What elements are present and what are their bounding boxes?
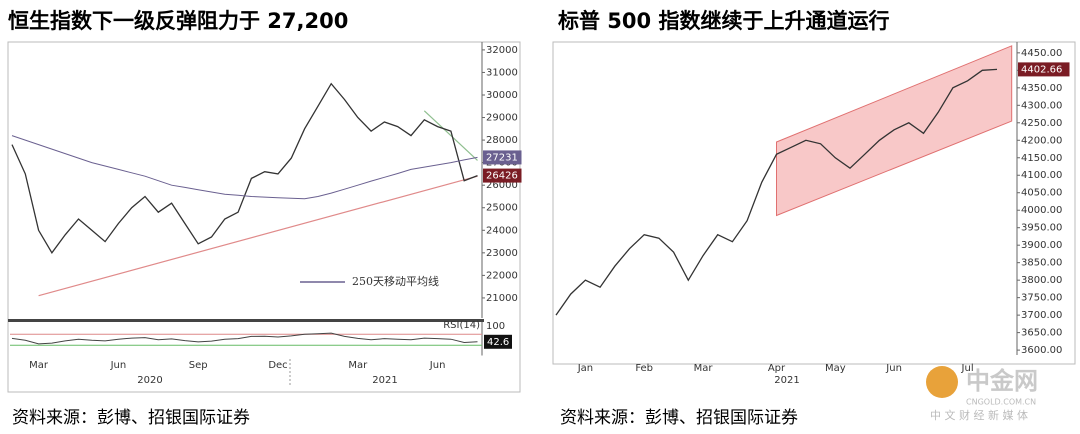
y-tick-label: 4300.00 (1021, 100, 1062, 111)
watermark: 中金网 (966, 367, 1038, 395)
y-tick-label: 22000 (486, 270, 518, 281)
source: 资料来源：彭博、招银国际证券 (560, 408, 798, 428)
y-tick-label: 3750.00 (1021, 293, 1062, 304)
chart-title: 标普 500 指数继续于上升通道运行 (558, 9, 889, 33)
x-tick-label: Apr (768, 363, 786, 374)
x-tick-label: May (825, 363, 846, 374)
y-tick-label: 29000 (486, 113, 518, 124)
y-tick-label: 25000 (486, 203, 518, 214)
y-tick-label: 3900.00 (1021, 240, 1062, 251)
watermark: 中 文 财 经 新 媒 体 (930, 408, 1028, 422)
y-tick-label: 4100.00 (1021, 170, 1062, 181)
y-tick-label: 3700.00 (1021, 310, 1062, 321)
x-tick-label: Jun (110, 360, 127, 371)
y-tick-label: 30000 (486, 90, 518, 101)
y-tick-label: 4450.00 (1021, 48, 1062, 59)
last-value-label: 4402.66 (1021, 64, 1062, 75)
last-value-box (483, 168, 522, 183)
last-value-box (483, 150, 522, 165)
panel-separator (8, 319, 484, 322)
legend-label: 250天移动平均线 (352, 274, 439, 288)
y-tick-label: 4000.00 (1021, 205, 1062, 216)
y-tick-label: 24000 (486, 225, 518, 236)
y-tick-label: 4050.00 (1021, 188, 1062, 199)
y-tick-label: 31000 (486, 67, 518, 78)
x-tick-label: Dec (268, 360, 287, 371)
series-line (11, 135, 478, 200)
x-tick-label: Mar (694, 363, 714, 374)
rsi-label: RSI(14) (443, 320, 480, 331)
last-value-box (1018, 62, 1070, 77)
x-tick-label: Jun (429, 360, 446, 371)
x-tick-label: Feb (635, 363, 653, 374)
y-tick-label: 28000 (486, 135, 518, 146)
chart-frame (7, 41, 521, 393)
y-tick-label: 3800.00 (1021, 275, 1062, 286)
x-tick-label: Mar (29, 360, 49, 371)
x-tick-label: Sep (189, 360, 208, 371)
y-tick-label: 26000 (486, 180, 518, 191)
y-tick-label: 32000 (486, 45, 518, 56)
series-line (555, 68, 998, 316)
chart-title: 恒生指数下一级反弹阻力于 27,200 (8, 9, 348, 33)
last-value-label: 26426 (486, 171, 518, 182)
watermark-logo (926, 366, 958, 398)
x-tick-label: Jun (885, 363, 902, 374)
channel (776, 45, 1013, 217)
year-label: 2021 (372, 375, 397, 386)
y-tick-label: 4250.00 (1021, 118, 1062, 129)
y-tick-label: 4350.00 (1021, 83, 1062, 94)
y-tick-label: 100 (486, 321, 505, 332)
trendline (38, 175, 478, 297)
y-tick-label: 3650.00 (1021, 328, 1062, 339)
last-value-box (484, 334, 512, 349)
year-label: 2021 (774, 375, 799, 386)
watermark: CNGOLD.COM.CN (966, 398, 1036, 407)
y-tick-label: 4200.00 (1021, 135, 1062, 146)
year-label: 2020 (137, 375, 162, 386)
y-tick-label: 3950.00 (1021, 223, 1062, 234)
source: 资料来源：彭博、招银国际证券 (12, 408, 250, 428)
y-tick-label: 3850.00 (1021, 258, 1062, 269)
x-tick-label: Mar (348, 360, 368, 371)
x-tick-label: Jan (577, 363, 593, 374)
y-tick-label: 4150.00 (1021, 153, 1062, 164)
chart-frame (552, 41, 1076, 365)
trendline (423, 110, 478, 161)
last-value-label: 42.6 (487, 337, 509, 348)
y-tick-label: 3600.00 (1021, 345, 1062, 356)
y-tick-label: 23000 (486, 248, 518, 259)
rsi-line (11, 332, 478, 345)
x-tick-label: Jul (961, 363, 974, 374)
last-value-label: 27231 (486, 152, 518, 163)
series-line (11, 82, 478, 254)
y-tick-label: 21000 (486, 293, 518, 304)
